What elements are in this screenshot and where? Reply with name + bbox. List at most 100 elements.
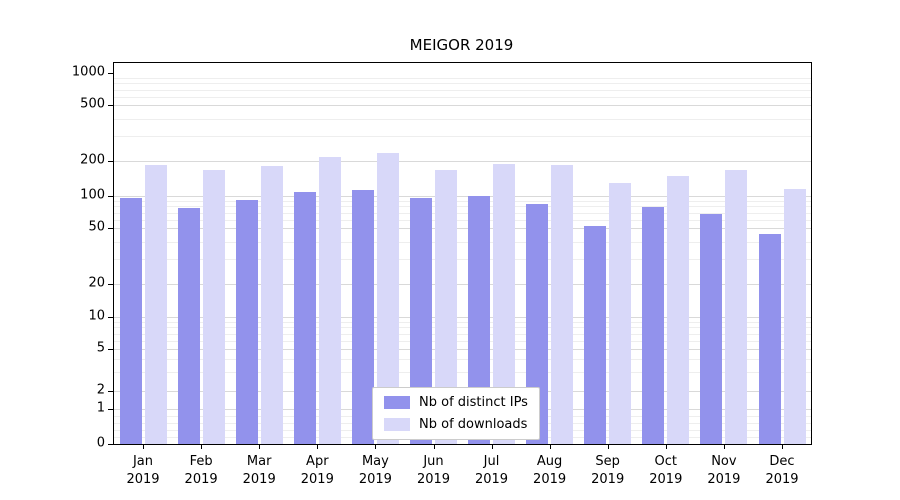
bar-nb-of-distinct-ips-dec (758, 234, 781, 444)
legend-label-downloads: Nb of downloads (419, 417, 528, 432)
bar-nb-of-distinct-ips-oct (642, 206, 665, 444)
y-tick-label: 1 (96, 400, 105, 416)
bar-nb-of-downloads-feb (202, 169, 225, 444)
x-tick-mark (723, 445, 725, 449)
x-tick-mark (607, 445, 609, 449)
y-tick-mark (108, 409, 113, 410)
legend-swatch-distinct-ips (384, 396, 410, 409)
grid-line-major (114, 196, 811, 197)
grid-line-major (114, 105, 811, 106)
y-tick-mark (108, 73, 113, 74)
bar-nb-of-distinct-ips-nov (700, 213, 723, 444)
grid-line-major (114, 161, 811, 162)
bar-nb-of-downloads-nov (725, 169, 748, 444)
y-tick-mark (108, 391, 113, 392)
bar-nb-of-downloads-apr (318, 157, 341, 444)
x-tick-label: Aug 2019 (533, 454, 567, 487)
grid-line-minor (114, 340, 811, 342)
y-tick-mark (108, 444, 113, 445)
x-tick-label: Oct 2019 (649, 454, 683, 487)
y-tick-label: 5 (96, 340, 105, 356)
bar-nb-of-distinct-ips-jan (119, 198, 142, 444)
grid-line-minor (114, 219, 811, 221)
bar-nb-of-downloads-sep (609, 182, 632, 444)
y-tick-label: 200 (80, 152, 105, 168)
grid-line-minor (114, 77, 811, 79)
bar-nb-of-distinct-ips-aug (526, 203, 549, 444)
grid-line-minor (114, 118, 811, 120)
grid-line-minor (114, 372, 811, 374)
y-tick-label: 50 (88, 219, 105, 235)
legend-item-downloads: Nb of downloads (384, 417, 528, 432)
bar-nb-of-downloads-jul (493, 163, 515, 444)
plot-area: Nb of distinct IPs Nb of downloads Jan 2… (108, 62, 812, 487)
x-tick-mark (491, 445, 493, 449)
grid-line-major (114, 349, 811, 350)
grid-line-minor (114, 359, 811, 361)
grid-line-minor (114, 206, 811, 208)
x-tick-mark (259, 445, 261, 449)
bar-nb-of-distinct-ips-jun (410, 197, 432, 444)
y-tick-label: 1000 (71, 64, 105, 80)
bar-nb-of-distinct-ips-feb (177, 207, 200, 444)
legend-item-distinct-ips: Nb of distinct IPs (384, 395, 528, 410)
grid-line-minor (114, 321, 811, 323)
bar-nb-of-distinct-ips-sep (584, 226, 607, 444)
bar-nb-of-downloads-dec (783, 188, 806, 444)
y-tick-mark (108, 228, 113, 229)
legend-swatch-downloads (384, 418, 410, 431)
grid-line-minor (114, 327, 811, 329)
x-tick-label: Jul 2019 (474, 454, 509, 487)
x-tick-mark (375, 445, 377, 449)
bar-nb-of-distinct-ips-may (351, 190, 374, 444)
bar-nb-of-distinct-ips-apr (293, 192, 316, 444)
x-tick-label: Jan 2019 (126, 454, 160, 487)
grid-line-major (114, 228, 811, 229)
y-tick-mark (108, 196, 113, 197)
x-tick-label: May 2019 (358, 454, 392, 487)
grid-line-minor (114, 333, 811, 335)
x-tick-mark (549, 445, 551, 449)
grid-line-major (114, 284, 811, 285)
y-tick-label: 2 (96, 382, 105, 398)
legend: Nb of distinct IPs Nb of downloads (372, 387, 540, 440)
bar-nb-of-downloads-may (376, 153, 399, 444)
x-tick-mark (433, 445, 435, 449)
grid-line-minor (114, 241, 811, 243)
grid-line-minor (114, 200, 811, 202)
x-tick-label: Feb 2019 (184, 454, 218, 487)
y-tick-label: 100 (80, 187, 105, 203)
y-tick-mark (108, 161, 113, 162)
x-tick-mark (665, 445, 667, 449)
y-axis: 0 1 2 5 10 20 50 100 200 500 1000 (0, 62, 105, 451)
grid-line-minor (114, 96, 811, 98)
y-tick-mark (108, 105, 113, 106)
grid-line-minor (114, 136, 811, 138)
legend-label-distinct-ips: Nb of distinct IPs (419, 395, 528, 410)
x-tick-mark (782, 445, 783, 449)
bar-nb-of-downloads-mar (260, 166, 283, 444)
grid-line-minor (114, 89, 811, 91)
x-tick-label: Sep 2019 (591, 454, 625, 487)
chart-title: MEIGOR 2019 (409, 36, 514, 54)
y-tick-label: 10 (88, 308, 105, 324)
y-tick-label: 500 (80, 96, 105, 112)
y-tick-label: 0 (96, 435, 105, 451)
bar-nb-of-distinct-ips-jul (468, 196, 490, 444)
y-tick-mark (108, 284, 113, 285)
grid-line-minor (114, 212, 811, 214)
bar-nb-of-downloads-aug (551, 164, 574, 444)
x-tick-label: Apr 2019 (300, 454, 334, 487)
grid-line-minor (114, 83, 811, 85)
x-tick-mark (201, 445, 203, 449)
y-tick-label: 20 (88, 275, 105, 291)
bar-nb-of-distinct-ips-mar (235, 199, 258, 444)
grid-line-major (114, 317, 811, 318)
x-tick-mark (317, 445, 319, 449)
x-tick-label: Mar 2019 (242, 454, 276, 487)
y-tick-mark (108, 317, 113, 318)
x-tick-mark (143, 445, 144, 449)
x-tick-label: Dec 2019 (765, 454, 799, 487)
y-tick-mark (108, 349, 113, 350)
bar-nb-of-downloads-jan (144, 164, 167, 444)
